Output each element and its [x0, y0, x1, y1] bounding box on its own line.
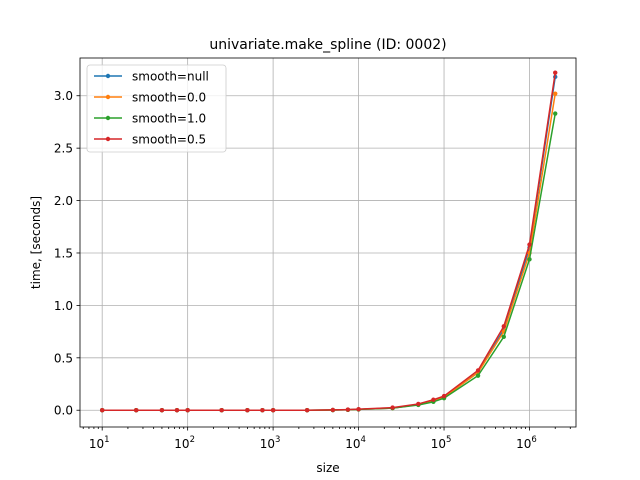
x-tick-label: 106: [516, 435, 537, 451]
data-point: [219, 408, 224, 413]
y-axis-ticks: 0.0 0.5 1.0 1.5 2.0 2.5 3.0: [54, 89, 80, 418]
x-tick-label: 105: [431, 435, 452, 451]
x-tick-label: 102: [174, 435, 195, 451]
legend-swatch-marker: [105, 73, 111, 79]
y-tick-label: 0.5: [54, 351, 73, 365]
x-tick-label: 103: [260, 435, 281, 451]
series-4: [99, 70, 558, 413]
plot-frame: [79, 57, 577, 428]
data-point: [553, 111, 558, 116]
x-tick-label: 104: [345, 435, 366, 451]
data-point: [475, 373, 481, 378]
x-tick-label: 101: [89, 435, 110, 451]
legend-label: smooth=1.0: [132, 112, 206, 126]
grid: [80, 58, 576, 427]
legend-swatch-marker: [105, 115, 111, 121]
legend-label: smooth=0.5: [132, 133, 206, 147]
data-point: [475, 368, 481, 373]
data-point: [345, 407, 351, 412]
data-point: [501, 334, 506, 340]
data-point: [330, 407, 336, 413]
data-point: [260, 408, 265, 413]
y-tick-label: 2.5: [54, 142, 73, 156]
data-point: [159, 408, 165, 413]
y-axis-label: time, [seconds]: [29, 196, 43, 289]
legend-box: [86, 64, 227, 153]
y-tick-label: 1.0: [54, 299, 73, 313]
data-point: [527, 242, 532, 247]
legend: smooth=null smooth=0.0 smooth=1.0 smooth=0.…: [86, 64, 227, 153]
data-point: [527, 257, 532, 262]
data-point: [390, 405, 395, 410]
y-tick-label: 3.0: [54, 89, 73, 103]
x-axis-ticks: 101 102 103 104 105 106: [82, 427, 571, 451]
y-tick-label: 1.5: [54, 246, 73, 260]
series-layer: [99, 70, 558, 413]
legend-swatch-marker: [105, 136, 111, 142]
data-point: [553, 91, 558, 96]
data-point: [133, 408, 139, 413]
legend-label: smooth=0.0: [132, 91, 206, 105]
data-point: [431, 397, 436, 402]
data-point: [441, 393, 447, 399]
y-tick-label: 2.0: [54, 194, 73, 208]
data-point: [270, 408, 276, 413]
data-point: [99, 408, 105, 413]
data-point: [501, 324, 506, 329]
data-point: [304, 408, 310, 413]
data-point: [416, 401, 421, 407]
data-point: [356, 406, 361, 412]
legend-swatch-marker: [105, 94, 111, 100]
data-point: [174, 408, 180, 413]
data-point: [245, 408, 250, 413]
data-point: [185, 408, 190, 413]
chart-title: univariate.make_spline (ID: 0002): [209, 37, 446, 53]
y-tick-label: 0.0: [54, 404, 73, 418]
data-point: [553, 70, 558, 75]
legend-label: smooth=null: [132, 70, 209, 84]
x-axis-label: size: [316, 461, 339, 475]
